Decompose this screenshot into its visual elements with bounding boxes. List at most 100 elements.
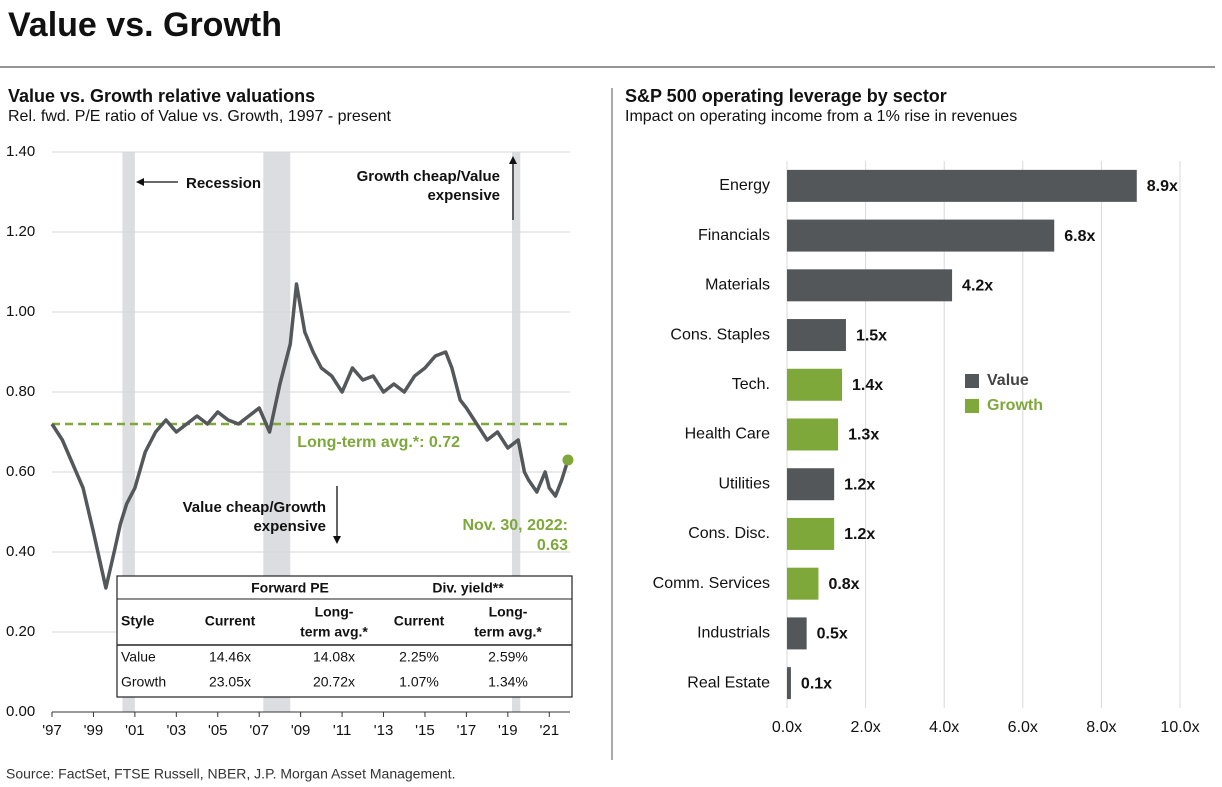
value-label: 0.8x: [828, 576, 859, 593]
category-label: Real Estate: [687, 674, 770, 691]
x-tick-label: 8.0x: [1086, 719, 1116, 736]
table-cell: Growth: [121, 674, 166, 690]
table-header: Style: [121, 613, 155, 629]
x-tick-label: '05: [208, 722, 228, 739]
right-chart: 0.0x 2.0x 4.0x 6.0x 8.0x 10.0x Energy Financial…: [653, 161, 1200, 736]
source: Source: FactSet, FTSE Russell, NBER, J.P…: [6, 766, 455, 782]
table-group: Forward PE: [251, 580, 329, 596]
table-cell: 20.72x: [313, 674, 355, 690]
right-title: S&P 500 operating leverage by sector: [625, 86, 947, 106]
y-tick-label: 0.00: [6, 703, 35, 720]
bar: [787, 219, 1055, 252]
bar: [787, 667, 791, 700]
annotation: Growth cheap/Value: [357, 168, 500, 185]
legend-swatch: [965, 374, 979, 388]
x-tick-label: '21: [539, 722, 559, 739]
x-tick-label: 6.0x: [1008, 719, 1038, 736]
series-line: [50, 282, 570, 590]
legend-label: Growth: [987, 397, 1043, 414]
annotations: Recession Growth cheap/Value expensive V…: [136, 156, 568, 554]
y-tick-label: 0.40: [6, 543, 35, 560]
bar: [787, 269, 953, 302]
table-header: Current: [205, 613, 256, 629]
table-cell: 14.08x: [313, 649, 355, 665]
y-tick-label: 0.20: [6, 623, 35, 640]
page-title: Value vs. Growth: [8, 6, 282, 44]
table-cell: 2.59%: [488, 649, 528, 665]
y-tick-label: 0.80: [6, 383, 35, 400]
annotation: Recession: [186, 175, 261, 192]
value-label: 1.4x: [852, 377, 883, 394]
category-label: Industrials: [697, 625, 770, 642]
y-tick-label: 1.00: [6, 303, 35, 320]
category-label: Cons. Disc.: [688, 525, 770, 542]
x-tick-label: '01: [125, 722, 145, 739]
legend-swatch: [965, 399, 979, 413]
value-label: 6.8x: [1064, 228, 1095, 245]
table-header: Long-: [489, 604, 528, 620]
bar: [787, 319, 846, 352]
category-label: Utilities: [718, 475, 770, 492]
x-tick-label: '19: [498, 722, 518, 739]
table-header: Current: [394, 613, 445, 629]
category-label: Financials: [698, 227, 770, 244]
x-tick-label: '15: [415, 722, 435, 739]
left-title: Value vs. Growth relative valuations: [8, 86, 315, 106]
x-tick-label: '13: [374, 722, 394, 739]
arrowhead: [136, 178, 144, 186]
y-tick-label: 1.20: [6, 223, 35, 240]
x-tick-label: '07: [249, 722, 269, 739]
category-label: Tech.: [732, 376, 770, 393]
recession-band: [511, 152, 521, 712]
average-label: Long-term avg.*: 0.72: [297, 434, 460, 451]
value-label: 0.5x: [817, 626, 848, 643]
left-subtitle: Rel. fwd. P/E ratio of Value vs. Growth,…: [8, 108, 392, 125]
table-header: term avg.*: [300, 624, 368, 640]
table: Forward PE Div. yield** Style Current Lo…: [116, 575, 573, 698]
x-tick-label: 4.0x: [929, 719, 959, 736]
annotation: expensive: [427, 187, 500, 204]
category-label: Comm. Services: [653, 575, 770, 592]
bar: [787, 517, 835, 550]
bar: [787, 418, 839, 451]
annotation: expensive: [253, 518, 326, 535]
value-label: 0.1x: [801, 675, 832, 692]
category-label: Energy: [719, 177, 770, 194]
x-tick-label: '03: [167, 722, 187, 739]
bar: [787, 567, 819, 600]
x-tick-label: '97: [42, 722, 62, 739]
annotation: Nov. 30, 2022:: [462, 517, 568, 534]
table-cell: 14.46x: [209, 649, 251, 665]
value-label: 1.2x: [844, 476, 875, 493]
table-group: Div. yield**: [432, 580, 504, 596]
x-tick-label: 2.0x: [850, 719, 880, 736]
bar: [787, 368, 843, 401]
category-label: Cons. Staples: [670, 326, 770, 343]
annotation: Value cheap/Growth: [183, 499, 326, 516]
bar: [787, 617, 807, 650]
category-label: Materials: [705, 277, 770, 294]
table-cell: 1.34%: [488, 674, 528, 690]
x-tick-label: '11: [333, 722, 351, 739]
recession-band: [122, 152, 135, 712]
arrowhead: [509, 156, 517, 164]
value-label: 8.9x: [1147, 178, 1178, 195]
latest-point: [562, 454, 574, 466]
value-label: 1.3x: [848, 427, 879, 444]
value-label: 1.5x: [856, 327, 887, 344]
annotation: 0.63: [537, 537, 568, 554]
category-label: Health Care: [685, 426, 770, 443]
x-tick-label: '99: [84, 722, 104, 739]
table-cell: Value: [121, 649, 156, 665]
x-tick-label: '09: [291, 722, 311, 739]
y-tick-label: 0.60: [6, 463, 35, 480]
table-header: Long-: [315, 604, 354, 620]
bar: [787, 169, 1137, 202]
x-tick-label: '17: [457, 722, 477, 739]
table-cell: 23.05x: [209, 674, 251, 690]
bar: [787, 468, 835, 501]
x-tick-label: 10.0x: [1160, 719, 1199, 736]
right-subtitle: Impact on operating income from a 1% ris…: [625, 108, 1017, 125]
table-cell: 1.07%: [399, 674, 439, 690]
